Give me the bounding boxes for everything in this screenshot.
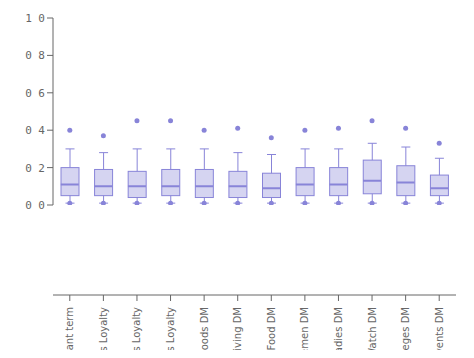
svg-text:1 0: 1 0	[25, 12, 45, 25]
svg-text:0 8: 0 8	[25, 49, 45, 62]
svg-text:Living DM: Living DM	[232, 307, 243, 350]
svg-text:Privileges DM: Privileges DM	[400, 307, 411, 350]
svg-text:0 6: 0 6	[25, 87, 45, 100]
svg-text:Convenience goods Loyalty: Convenience goods Loyalty	[98, 307, 109, 350]
svg-text:Specialty goods Loyalty: Specialty goods Loyalty	[165, 307, 176, 350]
svg-text:Shopping goods Loyalty: Shopping goods Loyalty	[131, 307, 142, 350]
svg-text:0 4: 0 4	[25, 124, 45, 137]
svg-text:Gentlemen DM: Gentlemen DM	[299, 307, 310, 350]
svg-text:Jewelry and Watch DM: Jewelry and Watch DM	[367, 307, 378, 350]
svg-text:Brand goods DM: Brand goods DM	[199, 307, 210, 350]
svg-text:Constant term: Constant term	[64, 307, 75, 350]
svg-text:0 0: 0 0	[25, 199, 45, 212]
svg-text:0 2: 0 2	[25, 162, 45, 175]
svg-text:Ladies DM: Ladies DM	[333, 307, 344, 350]
svg-text:Storewide events DM: Storewide events DM	[434, 307, 445, 350]
svg-text:Food DM: Food DM	[266, 307, 277, 350]
